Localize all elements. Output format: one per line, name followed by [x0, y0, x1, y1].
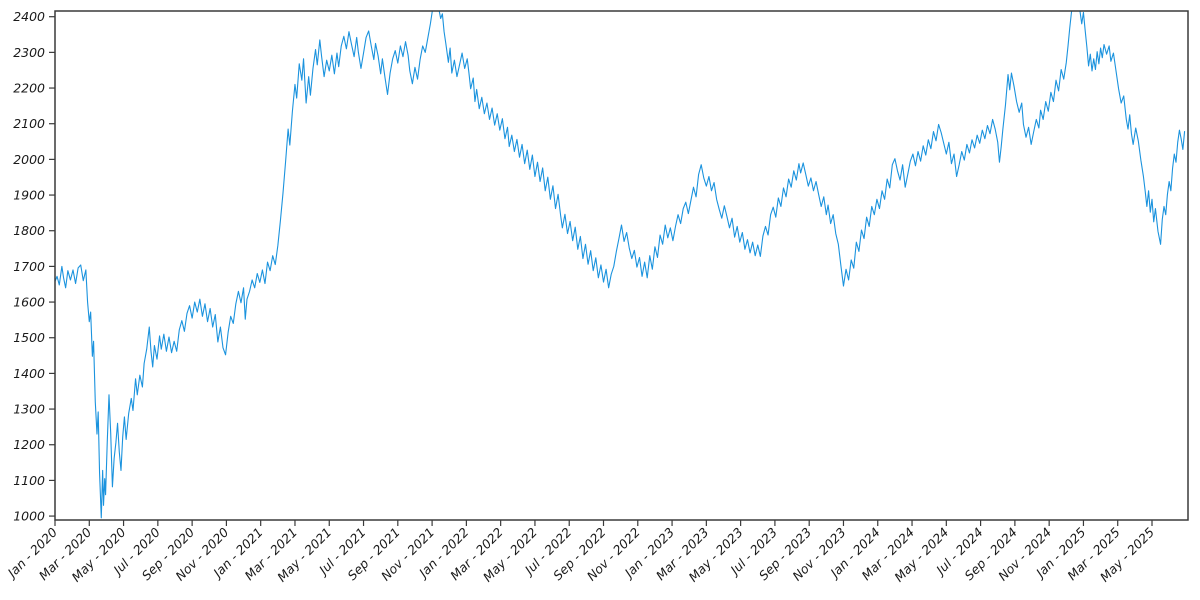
y-tick-label: 1700: [13, 259, 45, 274]
y-tick-label: 1200: [13, 437, 45, 452]
y-tick-label: 1800: [13, 223, 45, 238]
y-tick-label: 1300: [13, 401, 45, 416]
price-line-series: [55, 11, 1186, 519]
y-tick-label: 2200: [13, 80, 45, 95]
axis-tick-labels: 1000 1100 1200 1300 1400 1500 1600 1700 1800 1900…: [2, 9, 1157, 585]
y-tick-label: 2000: [13, 152, 45, 167]
y-tick-label: 1100: [13, 473, 45, 488]
y-tick-label: 2100: [13, 116, 45, 131]
plot-frame: [54, 10, 1189, 521]
axis-ticks: [49, 16, 1153, 526]
y-tick-label: 1000: [13, 508, 45, 523]
y-tick-label: 1600: [13, 294, 45, 309]
y-tick-label: 1500: [13, 330, 45, 345]
y-tick-label: 2400: [13, 9, 45, 24]
y-tick-label: 2300: [13, 45, 45, 60]
y-tick-label: 1900: [13, 187, 45, 202]
y-tick-label: 1400: [13, 366, 45, 381]
